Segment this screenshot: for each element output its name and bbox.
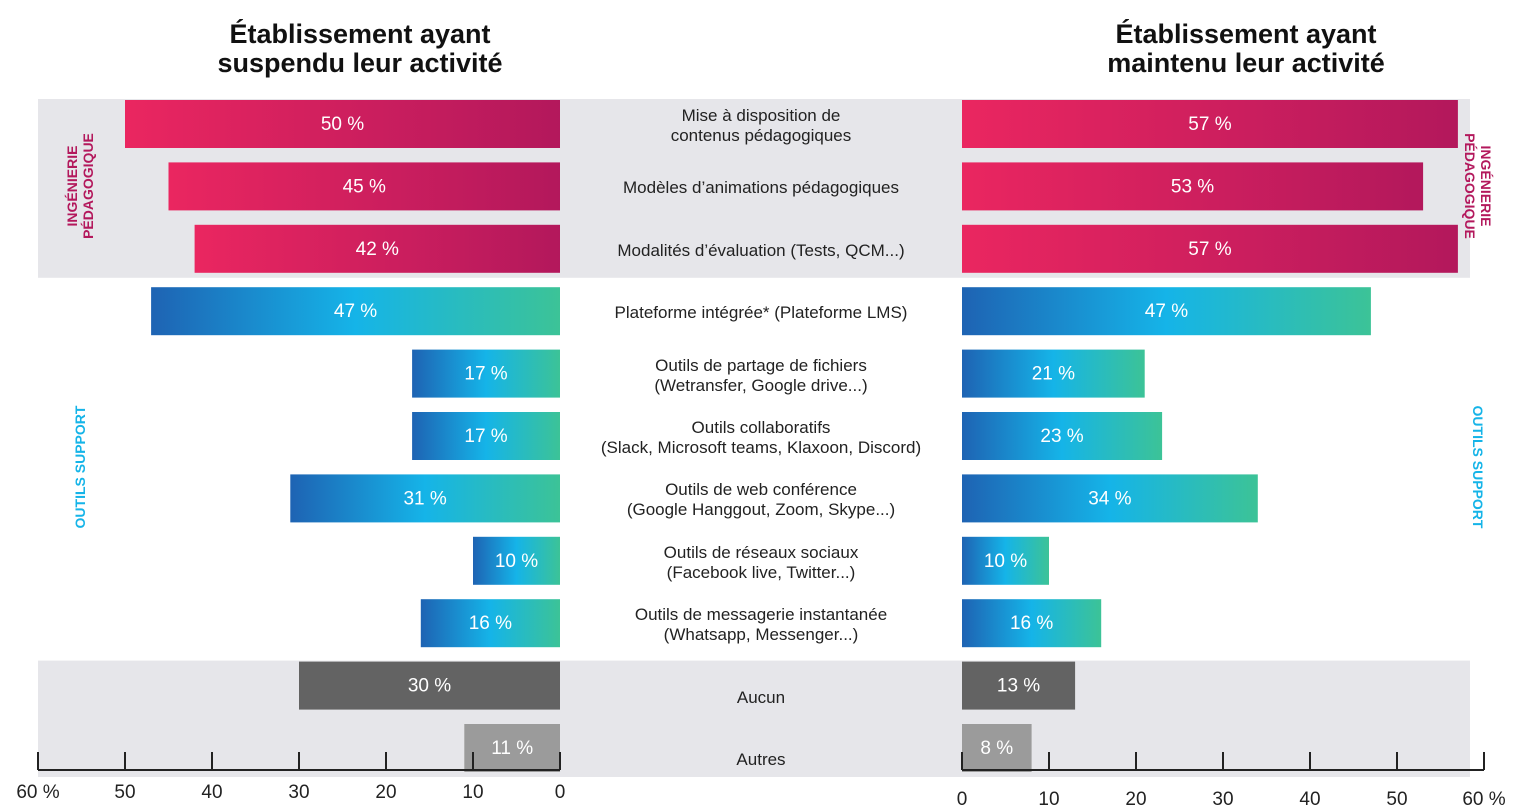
value-label: 34 % xyxy=(1088,488,1131,509)
category-label: Outils de partage de fichiers (Wetransfe… xyxy=(654,355,868,395)
x-tick-label: 40 xyxy=(1299,789,1320,807)
x-tick-label: 50 xyxy=(1386,789,1407,807)
series-title: Établissement ayant maintenu leur activi… xyxy=(1107,19,1385,78)
bar xyxy=(962,349,1145,398)
x-tick-label: 60 % xyxy=(1462,789,1505,807)
bar xyxy=(464,724,560,772)
value-label: 10 % xyxy=(984,551,1027,572)
category-label: Plateforme intégrée* (Plateforme LMS) xyxy=(614,303,908,323)
category-label: Mise à disposition de contenus pédagogiq… xyxy=(670,106,852,145)
bar xyxy=(299,661,560,710)
value-label: 23 % xyxy=(1040,426,1083,447)
value-label: 47 % xyxy=(1145,301,1188,322)
group-label: OUTILS SUPPORT xyxy=(72,405,88,529)
bar xyxy=(962,162,1424,211)
x-tick-label: 20 xyxy=(375,782,396,803)
bar xyxy=(962,412,1163,460)
x-tick-label: 10 xyxy=(1038,789,1059,807)
value-label: 8 % xyxy=(980,738,1013,759)
x-tick-label: 50 xyxy=(114,782,135,803)
value-label: 53 % xyxy=(1171,176,1214,197)
bar xyxy=(473,536,560,585)
bar xyxy=(962,724,1032,772)
value-label: 42 % xyxy=(356,239,399,260)
value-label: 57 % xyxy=(1188,239,1231,260)
bar xyxy=(962,536,1049,585)
value-label: 50 % xyxy=(321,114,364,135)
group-label: OUTILS SUPPORT xyxy=(1470,405,1486,529)
group-label: INGÉNIERIE PÉDAGOGIQUE xyxy=(1462,133,1494,240)
bar xyxy=(412,412,560,460)
value-label: 21 % xyxy=(1032,364,1075,385)
series-title: Établissement ayant suspendu leur activi… xyxy=(217,19,503,78)
category-label: Outils de web conférence (Google Hanggou… xyxy=(626,480,896,520)
value-label: 47 % xyxy=(334,301,377,322)
bar xyxy=(962,224,1458,273)
value-label: 30 % xyxy=(408,676,451,697)
x-tick-label: 0 xyxy=(555,782,566,803)
x-tick-label: 60 % xyxy=(16,782,59,803)
category-label: Aucun xyxy=(736,687,786,707)
x-tick-label: 10 xyxy=(462,782,483,803)
bar xyxy=(125,100,560,148)
bar xyxy=(151,287,560,336)
bar xyxy=(962,599,1102,648)
x-tick-label: 0 xyxy=(957,789,968,807)
value-label: 16 % xyxy=(1010,613,1053,634)
x-tick-label: 30 xyxy=(288,782,309,803)
category-label: Outils de réseaux sociaux (Facebook live… xyxy=(663,542,859,582)
bar xyxy=(962,474,1258,523)
bar xyxy=(168,162,560,211)
bar xyxy=(962,100,1458,148)
bar xyxy=(290,474,560,523)
bar xyxy=(412,349,560,398)
group-band xyxy=(38,660,1470,777)
bar xyxy=(962,287,1371,336)
category-label: Modalités d’évaluation (Tests, QCM...) xyxy=(617,240,905,260)
value-label: 17 % xyxy=(464,426,507,447)
value-label: 45 % xyxy=(343,176,386,197)
value-label: 57 % xyxy=(1188,114,1231,135)
group-label: INGÉNIERIE PÉDAGOGIQUE xyxy=(64,133,96,240)
x-tick-label: 30 xyxy=(1212,789,1233,807)
value-label: 11 % xyxy=(491,738,533,759)
value-label: 31 % xyxy=(403,488,446,509)
value-label: 17 % xyxy=(464,364,507,385)
category-label: Outils collaboratifs (Slack, Microsoft t… xyxy=(600,418,922,457)
bar xyxy=(962,661,1076,710)
x-tick-label: 40 xyxy=(201,782,222,803)
bar xyxy=(420,599,560,648)
category-label: Modèles d’animations pédagogiques xyxy=(623,178,899,198)
value-label: 16 % xyxy=(469,613,512,634)
category-label: Autres xyxy=(736,750,786,769)
value-label: 13 % xyxy=(997,676,1040,697)
category-label: Outils de messagerie instantanée (Whatsa… xyxy=(634,605,888,645)
bar xyxy=(194,224,560,273)
x-tick-label: 20 xyxy=(1125,789,1146,807)
value-label: 10 % xyxy=(495,551,538,572)
